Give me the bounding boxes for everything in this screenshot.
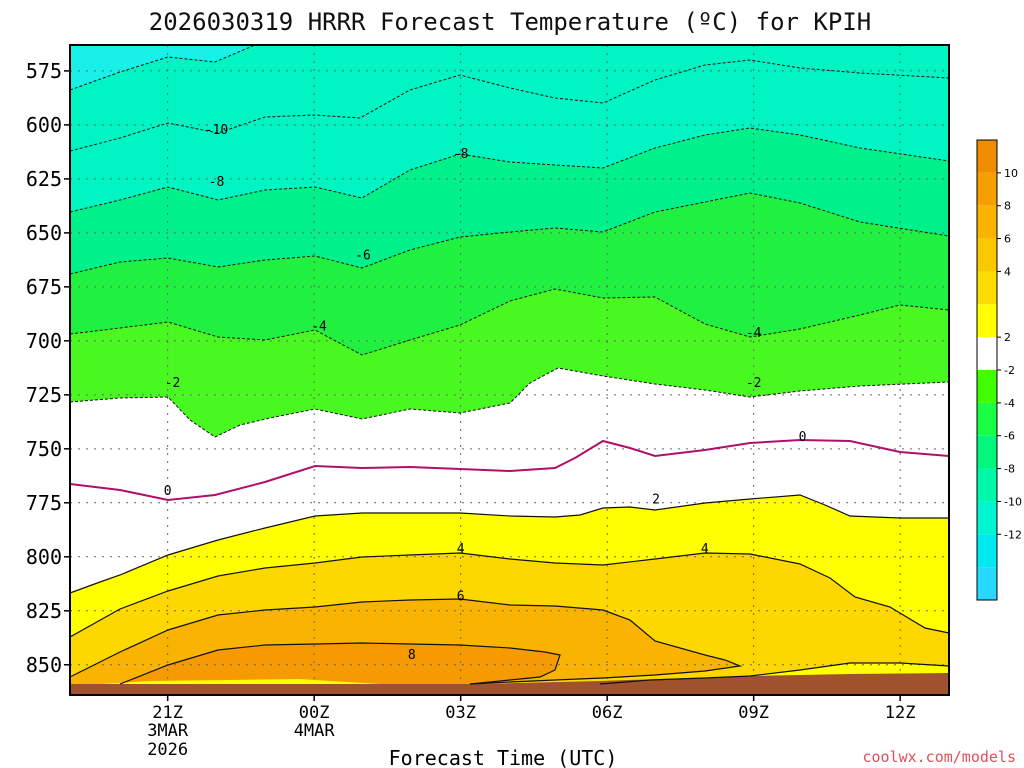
contour-labels: -10 -8 -8 -6 -4 -4 -2 -2 0 0 2 4 4 6 8	[164, 123, 807, 663]
y-tick-label: 600	[26, 113, 62, 137]
colorbar-label: -6	[1004, 430, 1015, 443]
y-tick-label: 650	[26, 221, 62, 245]
contour-label: -8	[209, 175, 225, 190]
contour-label: 0	[799, 430, 807, 445]
y-tick-label: 775	[26, 491, 62, 515]
contour-label: -6	[355, 248, 371, 263]
fill-band-below-minus10	[70, 45, 255, 90]
colorbar-swatch	[977, 337, 997, 370]
y-tick-label: 700	[26, 329, 62, 353]
colorbar-label: 8	[1004, 200, 1011, 213]
y-tick-label: 725	[26, 383, 62, 407]
contour-line-t2	[69, 494, 949, 594]
x-tick-sublabel: 3MAR	[147, 721, 189, 741]
ground-surface	[70, 673, 949, 695]
contour-line-m8	[69, 59, 950, 152]
contour-line-m10	[69, 44, 256, 91]
contour-line-t4low	[599, 662, 950, 685]
contour-label: 0	[164, 484, 172, 499]
colorbar-swatch	[977, 501, 997, 535]
colorbar-label: 6	[1004, 233, 1011, 246]
fill-band-low-yellow	[100, 679, 380, 684]
credit-label: coolwx.com/models	[862, 748, 1016, 766]
contour-label: 2	[652, 492, 660, 507]
y-tick-label: 750	[26, 437, 62, 461]
contour-line-t4	[69, 552, 950, 638]
y-tick-label: 850	[26, 653, 62, 677]
contour-line-minus2	[69, 367, 950, 438]
contour-label: -10	[205, 123, 228, 138]
colorbar-label: 2	[1004, 331, 1011, 344]
colorbar-swatch	[977, 140, 997, 173]
colorbar-label: 10	[1004, 167, 1018, 180]
contour-label: 6	[457, 590, 465, 605]
y-tick-label: 575	[26, 59, 62, 83]
y-tick-label: 825	[26, 599, 62, 623]
contour-label: -8	[453, 147, 469, 162]
y-tick-label: 800	[26, 545, 62, 569]
colorbar-label: -10	[1004, 495, 1022, 508]
colorbar-label: -12	[1004, 528, 1022, 541]
contour-line-m6	[69, 127, 950, 213]
contour-fills	[70, 45, 949, 695]
colorbar-swatch	[977, 304, 997, 338]
contour-line-zero	[69, 438, 950, 502]
colorbar-swatch	[977, 205, 997, 239]
y-tick-label: 675	[26, 275, 62, 299]
colorbar-swatch	[977, 567, 997, 600]
contour-line-t8	[119, 642, 561, 685]
colorbar-label: -4	[1004, 397, 1015, 410]
x-axis-title: Forecast Time (UTC)	[389, 746, 618, 768]
x-tick-label: 12Z	[885, 703, 916, 723]
contour-line-m2	[69, 288, 950, 356]
chart-title: 2026030319 HRRR Forecast Temperature (ºC…	[149, 8, 871, 36]
colorbar-label: -8	[1004, 463, 1015, 476]
x-tick-label: 21Z	[152, 703, 183, 723]
contour-label: -4	[311, 320, 327, 335]
colorbar-swatch	[977, 534, 997, 568]
colorbar-label: -2	[1004, 364, 1015, 377]
fill-band-above-8	[120, 643, 560, 684]
contour-label: 4	[457, 542, 465, 557]
contour-label: 4	[701, 542, 709, 557]
colorbar-swatch	[977, 468, 997, 502]
plot-frame	[69, 44, 950, 696]
colorbar-swatch	[977, 238, 997, 272]
colorbar-swatch	[977, 172, 997, 206]
contour-lines	[69, 44, 950, 685]
colorbar-swatch	[977, 370, 997, 403]
x-tick-label: 03Z	[445, 703, 476, 723]
y-tick-label: 625	[26, 167, 62, 191]
x-tick-label: 00Z	[299, 703, 330, 723]
x-tick-sublabel: 2026	[147, 740, 188, 760]
contour-label: -4	[746, 326, 762, 341]
colorbar-swatch	[977, 402, 997, 436]
contour-line-t6	[69, 598, 743, 685]
x-tick-label: 06Z	[592, 703, 623, 723]
x-tick-label: 09Z	[738, 703, 769, 723]
colorbar-swatch	[977, 271, 997, 305]
x-tick-sublabel: 4MAR	[294, 721, 336, 741]
colorbar: 10 8 6 4 2 -2 -4 -6 -8 -10 -12	[976, 139, 1022, 601]
colorbar-swatch	[977, 435, 997, 469]
contour-line-m4	[69, 192, 950, 275]
contour-label: 8	[408, 648, 416, 663]
colorbar-label: 4	[1004, 265, 1011, 278]
contour-label: -2	[165, 376, 181, 391]
contour-label: -2	[746, 376, 762, 391]
y-axis: 575 600 625 650 675 700 725 750 775 800 825 850	[26, 59, 70, 677]
fill-band-minus10-cold	[70, 45, 949, 151]
